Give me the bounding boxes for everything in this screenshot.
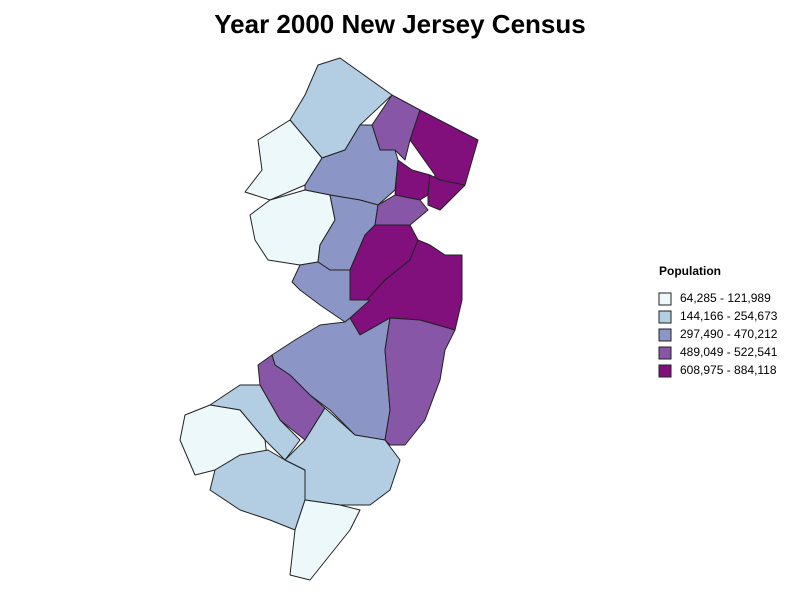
- legend-swatch: [658, 310, 672, 324]
- legend-swatch: [658, 292, 672, 306]
- legend-swatch: [658, 346, 672, 360]
- county: [291, 261, 371, 323]
- county: [304, 124, 399, 206]
- county: [271, 317, 391, 441]
- county-map: [179, 57, 479, 581]
- legend-swatch: [658, 328, 672, 342]
- legend-swatch: [658, 364, 672, 378]
- county: [384, 317, 456, 446]
- legend-label: 297,490 - 470,212: [680, 327, 778, 341]
- legend: Population 64,285 - 121,989 144,166 - 254…: [658, 264, 778, 378]
- legend-label: 144,166 - 254,673: [680, 309, 778, 323]
- legend-title: Population: [659, 264, 721, 278]
- county: [427, 174, 466, 211]
- legend-label: 64,285 - 121,989: [680, 291, 771, 305]
- legend-label: 608,975 - 884,118: [680, 363, 777, 377]
- map-title: Year 2000 New Jersey Census: [214, 9, 585, 39]
- legend-label: 489,049 - 522,541: [680, 345, 778, 359]
- county: [289, 499, 361, 581]
- county: [394, 159, 431, 201]
- county: [284, 407, 401, 506]
